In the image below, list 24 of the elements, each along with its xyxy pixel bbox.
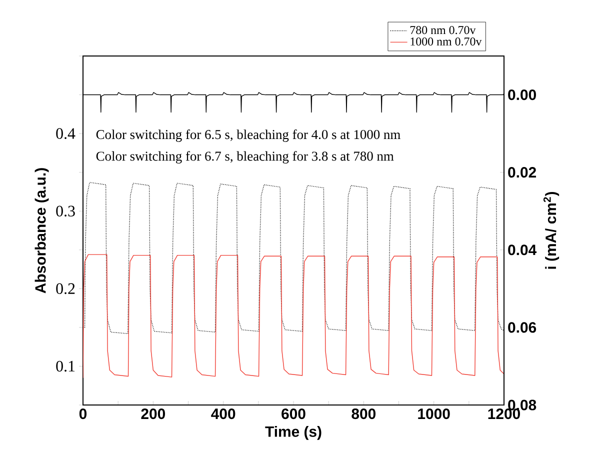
- y-tick-label: 0.4: [56, 128, 76, 139]
- legend-label: 1000 nm 0.70v: [410, 37, 482, 46]
- y2-tick-label: 0.06: [508, 322, 536, 333]
- x-tick-label: 1000: [418, 408, 450, 420]
- y-axis-title: Absorbance (a.u.): [34, 168, 49, 294]
- y2-tick-label: 0.00: [508, 89, 536, 100]
- x-axis-title: Time (s): [265, 426, 322, 440]
- y2-tick-label: 0.08: [508, 400, 536, 410]
- x-tick-label: 0: [79, 408, 87, 420]
- y-tick-label: 0.3: [56, 206, 75, 217]
- x-tick-label: 200: [141, 408, 166, 420]
- x-tick-label: 600: [282, 408, 306, 420]
- y2-tick-label: 0.02: [508, 167, 536, 178]
- legend-label: 780 nm 0.70v: [410, 26, 476, 34]
- x-tick-label: 400: [211, 408, 236, 420]
- x-tick-label: 800: [352, 408, 376, 420]
- y2-axis-title: i (mA/ cm$^{2}$): [543, 192, 560, 269]
- x-tick-label: 1200: [488, 408, 520, 420]
- annotation: Color switching for 6.5 s, bleaching for 4.0 s at 1000 nm: [96, 129, 400, 142]
- annotation: Color switching for 6.7 s, bleaching for 3.8 s at 780 nm: [96, 151, 394, 164]
- y-tick-label: 0.1: [56, 360, 75, 372]
- y2-tick-label: 0.04: [508, 244, 537, 256]
- line-series: [83, 254, 504, 378]
- y-tick-label: 0.2: [56, 283, 75, 294]
